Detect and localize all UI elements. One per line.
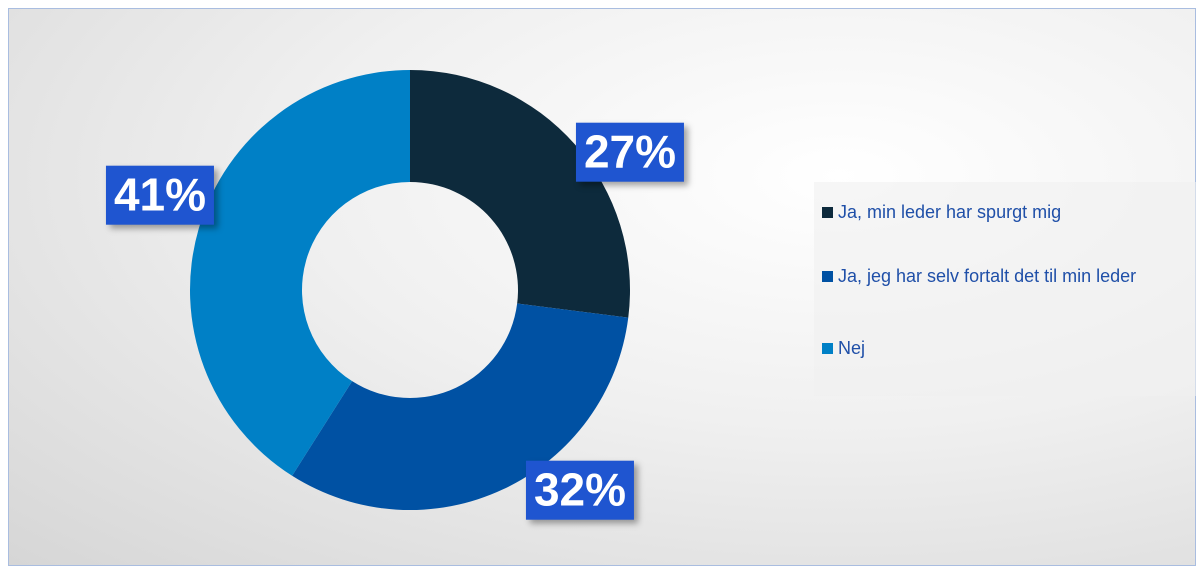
legend-swatch xyxy=(822,207,833,218)
data-label: 32% xyxy=(525,460,635,520)
donut-slice xyxy=(190,69,410,476)
donut-slice xyxy=(292,303,629,511)
legend-label: Ja, jeg har selv fortalt det til min led… xyxy=(838,266,1137,286)
data-label: 41% xyxy=(105,165,215,225)
legend-item: Ja, min leder har spurgt mig xyxy=(822,202,1178,223)
legend: Ja, min leder har spurgt mig Ja, jeg har … xyxy=(814,182,1196,396)
legend-item: Ja, jeg har selv fortalt det til min led… xyxy=(822,266,1178,287)
legend-swatch xyxy=(822,343,833,354)
legend-item: Nej xyxy=(822,338,1178,359)
donut-slice xyxy=(410,70,630,318)
legend-label: Ja, min leder har spurgt mig xyxy=(838,202,1062,222)
data-label: 27% xyxy=(575,122,685,182)
legend-swatch xyxy=(822,271,833,282)
legend-label: Nej xyxy=(838,338,866,358)
